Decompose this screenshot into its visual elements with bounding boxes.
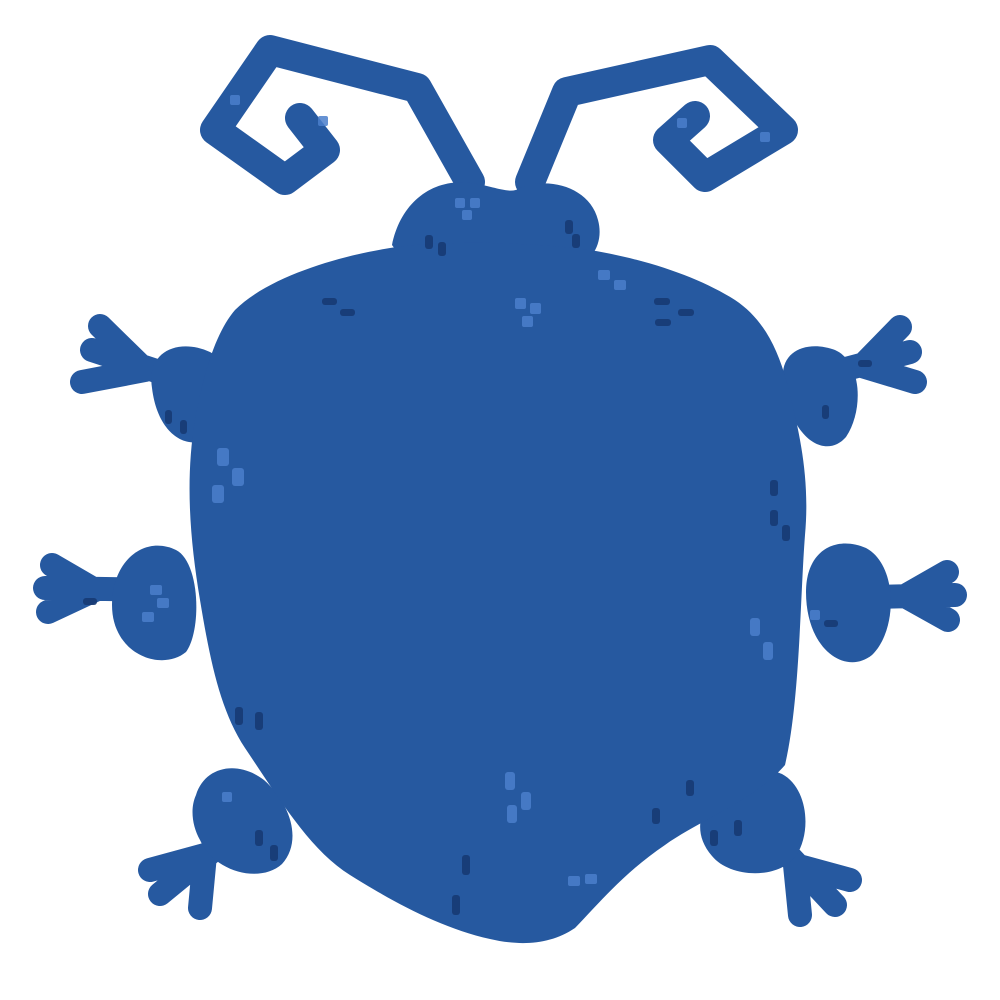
dark-speckle: [572, 234, 580, 248]
light-speckle: [614, 280, 626, 290]
light-speckle: [222, 792, 232, 802]
dark-speckle: [654, 298, 670, 305]
dark-speckle: [452, 895, 460, 915]
dark-speckle: [652, 808, 660, 824]
dark-speckle: [235, 707, 243, 725]
dark-speckle: [425, 235, 433, 249]
light-speckle: [230, 95, 240, 105]
right-middle-joint: [806, 543, 891, 663]
dark-speckle: [165, 410, 172, 424]
light-speckle: [142, 612, 154, 622]
light-speckle: [522, 316, 533, 327]
light-speckle: [470, 198, 480, 208]
dark-speckle-group: [83, 220, 872, 915]
light-speckle: [760, 132, 770, 142]
right-front-joint: [782, 346, 858, 447]
dark-speckle: [180, 420, 187, 434]
dark-speckle: [462, 855, 470, 875]
dark-speckle: [438, 242, 446, 256]
light-speckle: [212, 485, 224, 503]
dark-speckle: [824, 620, 838, 627]
light-speckle: [568, 876, 580, 886]
main-body: [189, 242, 807, 944]
dark-speckle: [822, 405, 829, 419]
light-speckle: [750, 618, 760, 636]
light-speckle: [530, 303, 541, 314]
dark-speckle: [782, 525, 790, 541]
dark-speckle: [255, 830, 263, 846]
dark-speckle: [686, 780, 694, 796]
light-speckle: [455, 198, 465, 208]
light-speckle: [232, 468, 244, 486]
light-speckle: [318, 116, 328, 126]
light-speckle: [677, 118, 687, 128]
dark-speckle: [340, 309, 355, 316]
light-speckle: [521, 792, 531, 810]
light-speckle: [598, 270, 610, 280]
light-speckle-group: [142, 95, 820, 886]
dark-speckle: [270, 845, 278, 861]
light-speckle: [585, 874, 597, 884]
dark-speckle: [858, 360, 872, 367]
light-speckle: [810, 610, 820, 620]
light-speckle: [505, 772, 515, 790]
light-speckle: [462, 210, 472, 220]
dark-speckle: [770, 510, 778, 526]
light-speckle: [763, 642, 773, 660]
dark-speckle: [83, 598, 97, 605]
light-speckle: [217, 448, 229, 466]
light-speckle: [515, 298, 526, 309]
right-antenna: [515, 45, 798, 197]
dark-speckle: [565, 220, 573, 234]
left-rear-joint: [192, 768, 293, 874]
light-speckle: [150, 585, 162, 595]
dark-speckle: [322, 298, 337, 305]
dark-speckle: [734, 820, 742, 836]
light-speckle: [157, 598, 169, 608]
beetle: [33, 35, 967, 944]
dark-speckle: [655, 319, 671, 326]
light-speckle: [507, 805, 517, 823]
left-antenna: [200, 35, 485, 197]
dark-speckle: [710, 830, 718, 846]
dark-speckle: [255, 712, 263, 730]
dark-speckle: [770, 480, 778, 496]
dark-speckle: [678, 309, 694, 316]
left-middle-joint: [112, 545, 197, 661]
